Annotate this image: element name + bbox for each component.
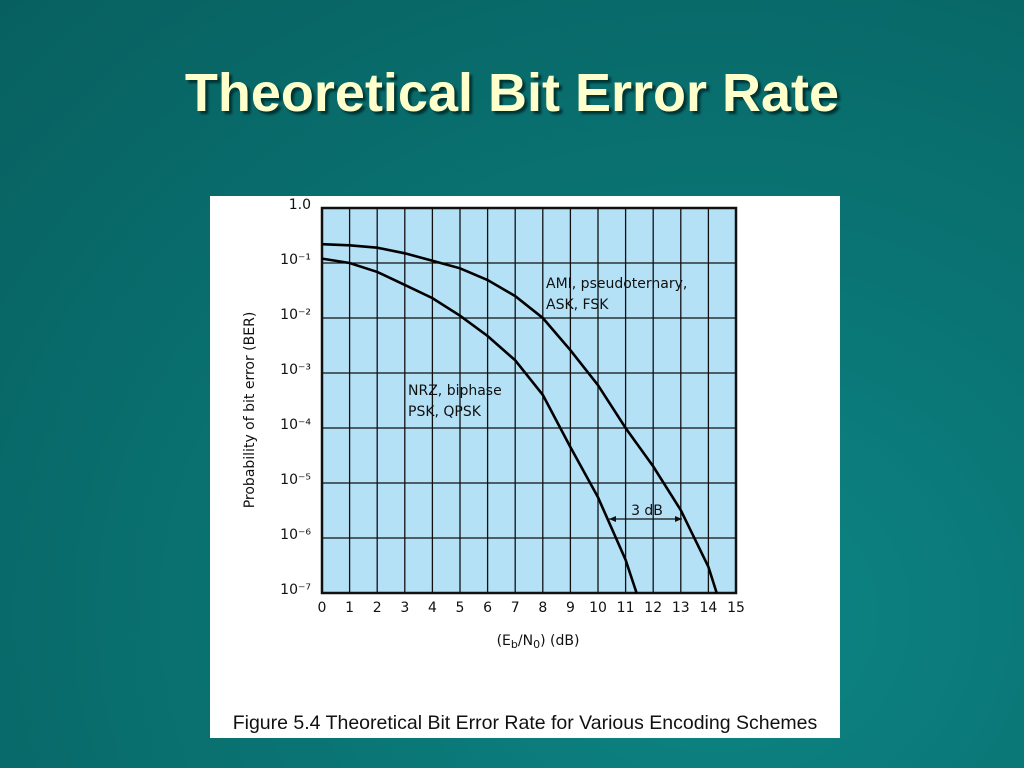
y-tick-label: 10⁻³ [280,362,311,378]
curve-label: ASK, FSK [546,297,609,313]
plot-border [320,206,738,595]
y-tick-label: 10⁻⁵ [280,472,311,488]
gap-annotation: 3 dB [631,503,663,519]
y-tick-label: 10⁻⁷ [280,582,311,598]
x-tick-label: 13 [672,600,690,616]
y-tick-label: 10⁻⁶ [280,527,311,543]
ber-curve [321,242,718,594]
ber-curve [321,257,638,594]
x-tick-label: 12 [644,600,662,616]
x-tick-label: 1 [345,600,354,616]
y-tick-label: 10⁻² [280,307,311,323]
x-tick-label: 8 [538,600,547,616]
curve-label: AMI, pseudoternary, [546,276,687,292]
x-tick-label: 9 [566,600,575,616]
x-tick-label: 15 [727,600,745,616]
x-tick-label: 4 [428,600,437,616]
plot-area [322,208,736,593]
y-tick-label: 10⁻⁴ [280,417,311,433]
x-tick-label: 7 [511,600,520,616]
x-axis-label-part: (E [497,633,511,649]
x-tick-label: 5 [456,600,465,616]
x-axis-label-subscript: 0 [533,638,540,651]
y-tick-label: 1.0 [289,197,311,213]
x-tick-label: 11 [617,600,635,616]
x-axis-label-part: ) (dB) [540,633,579,649]
y-axis-label: Probability of bit error (BER) [242,312,258,509]
x-tick-label: 10 [589,600,607,616]
x-tick-label: 6 [483,600,492,616]
x-tick-label: 0 [318,600,327,616]
curve-label: PSK, QPSK [408,404,482,420]
figure-caption: Figure 5.4 Theoretical Bit Error Rate fo… [233,712,818,734]
x-axis-label: (Eb/N0) (dB) [497,633,580,651]
curve-label: NRZ, biphase [408,383,502,399]
x-tick-label: 14 [699,600,717,616]
x-tick-label: 3 [400,600,409,616]
x-tick-label: 2 [373,600,382,616]
x-axis-label-subscript: b [511,638,518,651]
y-tick-label: 10⁻¹ [280,252,311,268]
slide-title: Theoretical Bit Error Rate [184,63,840,123]
x-axis-label-part: /N [518,633,533,649]
